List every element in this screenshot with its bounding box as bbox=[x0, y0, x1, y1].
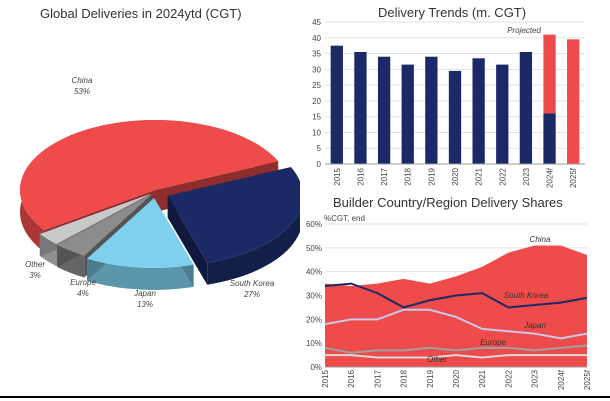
y-tick-label: 20 bbox=[312, 97, 321, 106]
x-tick-label: 2021 bbox=[475, 167, 484, 185]
x-tick-label: 2016 bbox=[356, 167, 365, 185]
line-south-korea bbox=[324, 282, 588, 309]
series-label-china: China bbox=[530, 235, 551, 244]
bar-2022-s0 bbox=[496, 64, 509, 164]
y-tick-label: 30 bbox=[312, 65, 321, 74]
series-label-south-korea: South Korea bbox=[504, 291, 549, 300]
bar-2023-s0 bbox=[519, 51, 533, 164]
bar-2015-s0 bbox=[330, 45, 343, 164]
line-chart-panel: Builder Country/Region Delivery Shares %… bbox=[300, 190, 610, 396]
x-tick-label: 2020 bbox=[451, 167, 460, 185]
bar-2020-s0 bbox=[448, 70, 462, 164]
line-other bbox=[325, 354, 587, 359]
pie-chart-panel: Global Deliveries in 2024ytd (CGT) China… bbox=[0, 0, 303, 396]
x-tick-label: 2020 bbox=[452, 369, 461, 387]
x-tick-label: 2023 bbox=[531, 369, 540, 387]
x-tick-label: 2015 bbox=[321, 369, 330, 387]
y-tick-label: 30% bbox=[306, 292, 322, 301]
x-tick-label: 2023 bbox=[522, 167, 531, 185]
bar-2016-s0 bbox=[354, 51, 367, 164]
bar-2019-s0 bbox=[425, 56, 438, 164]
series-label-japan: Japan bbox=[523, 321, 546, 330]
bar-2024f-s1 bbox=[543, 34, 556, 114]
x-tick-label: 2016 bbox=[347, 369, 356, 387]
line-europe bbox=[324, 344, 588, 354]
bar-2018-s0 bbox=[401, 64, 414, 164]
x-tick-label: 2024f bbox=[557, 369, 566, 390]
y-tick-label: 10% bbox=[306, 339, 322, 348]
bottom-rule bbox=[0, 396, 610, 398]
y-tick-label: 40% bbox=[306, 268, 322, 277]
bar-2025f-s1 bbox=[567, 39, 580, 164]
bar-chart: 0 5 10 15 20 25 30 35 40 45 2015 2016 2017 2018 2019 20… bbox=[312, 18, 585, 188]
x-tick-label: 2025f bbox=[583, 369, 592, 390]
bar-chart-panel: Delivery Trends (m. CGT) 0 5 10 15 20 25 30 35 4… bbox=[300, 0, 610, 196]
y-tick-label: 5 bbox=[317, 144, 322, 153]
line-japan bbox=[324, 308, 588, 340]
slice-label-south-korea: South Korea bbox=[230, 279, 275, 288]
slice-label-other: Other bbox=[25, 260, 45, 269]
pie-slice-south-korea bbox=[167, 167, 303, 285]
slice-label-europe: Europe bbox=[70, 278, 96, 287]
y-tick-label: 20% bbox=[306, 315, 322, 324]
y-tick-label: 35 bbox=[312, 50, 321, 59]
bar-2017-s0 bbox=[377, 56, 391, 164]
x-tick-label: 2019 bbox=[427, 167, 436, 185]
x-tick-label: 2022 bbox=[498, 167, 507, 185]
slice-label-china: China bbox=[72, 76, 93, 85]
x-tick-label: 2024f bbox=[546, 167, 555, 188]
y-tick-label: 40 bbox=[312, 34, 321, 43]
share-line-chart: %CGT, end 0% 10% 20% 30% 40% 50% 60% 2015 2016 20… bbox=[306, 214, 592, 390]
bar-2024f-s0 bbox=[543, 113, 556, 164]
bar-chart-title: Delivery Trends (m. CGT) bbox=[378, 5, 527, 20]
x-tick-label: 2018 bbox=[404, 167, 413, 185]
y-tick-label: 25 bbox=[312, 81, 321, 90]
slice-label-japan: Japan bbox=[133, 289, 156, 298]
x-tick-label: 2019 bbox=[426, 369, 435, 387]
x-tick-label: 2021 bbox=[478, 369, 487, 387]
x-tick-label: 2015 bbox=[333, 167, 342, 185]
x-tick-label: 2017 bbox=[380, 167, 389, 185]
slice-value-south-korea: 27% bbox=[243, 290, 260, 299]
y-tick-label: 50% bbox=[306, 244, 322, 253]
y-tick-label: 45 bbox=[312, 18, 321, 27]
y-tick-label: 10 bbox=[312, 128, 321, 137]
pie-chart-title: Global Deliveries in 2024ytd (CGT) bbox=[40, 6, 242, 21]
slice-value-china: 53% bbox=[74, 87, 90, 96]
y-tick-label: 0% bbox=[310, 363, 322, 372]
projected-annotation: Projected bbox=[507, 26, 541, 35]
slice-value-japan: 13% bbox=[137, 300, 153, 309]
y-axis-label: %CGT, end bbox=[324, 214, 365, 223]
series-label-europe: Europe bbox=[480, 338, 506, 347]
area-china bbox=[325, 245, 587, 367]
x-tick-label: 2025f bbox=[569, 167, 578, 188]
pie-slice-japan bbox=[87, 197, 194, 290]
bar-2021-s0 bbox=[472, 58, 485, 164]
x-tick-label: 2017 bbox=[373, 369, 382, 387]
y-tick-label: 60% bbox=[306, 220, 322, 229]
slice-value-other: 3% bbox=[29, 271, 41, 280]
y-tick-label: 0 bbox=[317, 160, 322, 169]
x-tick-label: 2022 bbox=[504, 369, 513, 387]
y-tick-label: 15 bbox=[312, 113, 321, 122]
series-label-other: Other bbox=[427, 355, 447, 364]
line-chart-title: Builder Country/Region Delivery Shares bbox=[333, 195, 563, 210]
slice-value-europe: 4% bbox=[77, 289, 89, 298]
x-tick-label: 2018 bbox=[400, 369, 409, 387]
pie-chart: China 53% South Korea 27% Japan 13% Euro… bbox=[20, 76, 303, 309]
